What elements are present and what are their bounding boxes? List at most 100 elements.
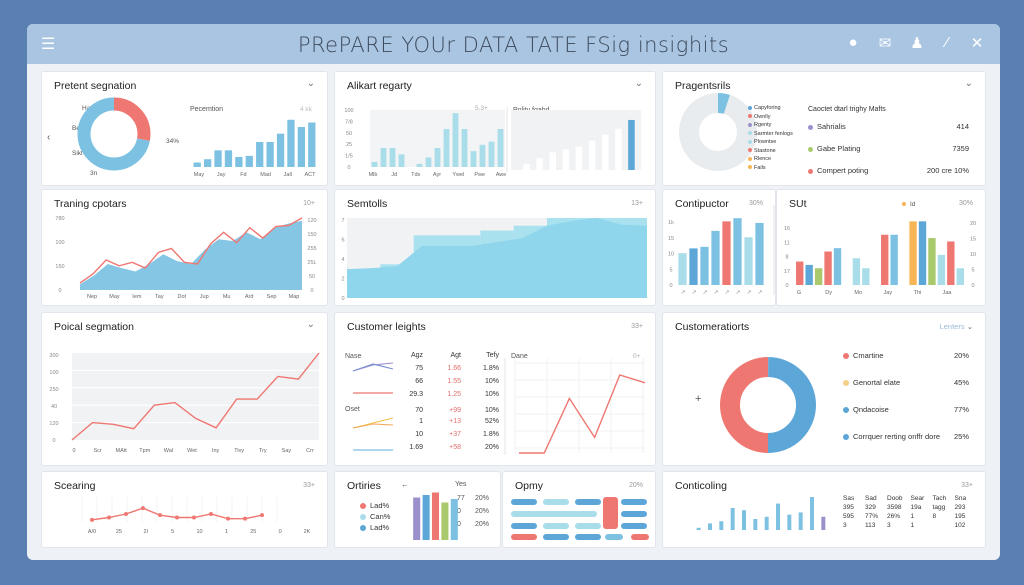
panel-pretent-segnation: Pretent segnation ⌄ Hanj Ben Sikl 3n 34%… — [42, 72, 327, 185]
legend-item: Rgenty — [748, 122, 771, 128]
panel-ortiries: Ortiries ← Lad% Can% Lad% Yes 77 20% 0 20% 0 20… — [335, 472, 500, 547]
bar — [821, 516, 826, 530]
series-line — [79, 217, 303, 284]
table-cell: Sas — [843, 495, 855, 502]
table-cell: 102 — [954, 522, 966, 529]
bar — [214, 150, 222, 167]
y-tick-label: 300 — [49, 353, 58, 359]
x-tick-label: Jup — [200, 294, 209, 300]
stat-value: 200 cre 10% — [926, 166, 969, 175]
bar — [235, 157, 243, 167]
x-tick-label: Mo — [854, 290, 862, 296]
y-tick-label: 100 — [49, 370, 58, 376]
y-tick-label: 5 — [669, 267, 672, 273]
highlight-bar — [603, 497, 618, 529]
x-tick-label: Awe — [496, 172, 507, 178]
chevron-down-icon[interactable]: ⌄ — [306, 78, 315, 89]
x-tick-label: Try — [259, 448, 267, 454]
contipuctor-bar-chart: 1k 15 10 5 0 ↗ ↗ ↗ ↗ ↗ ↗ ↗ ↗ — [668, 205, 775, 296]
chevron-down-icon[interactable]: ⌄ — [634, 78, 643, 89]
poical-line-chart: 300 100 250 40 120 0 0 Scr MAtt Tpm Wal Wet Iny Tivy T… — [49, 352, 320, 454]
y-tick-label: 0 — [58, 288, 61, 294]
x-tick-label: Ayr — [433, 172, 441, 178]
arrow-left-icon[interactable]: ← — [401, 480, 409, 489]
bar — [380, 148, 387, 167]
data-point — [107, 515, 111, 520]
bar — [413, 497, 421, 540]
donut-slice — [77, 97, 151, 171]
table-cell: 77 — [457, 495, 465, 502]
y-tick-label: 0 — [347, 165, 350, 171]
chevron-left-icon[interactable]: ‹ — [47, 132, 51, 143]
table-cell: 10% — [484, 378, 499, 385]
x-tick-label: Mlb — [369, 172, 378, 178]
chart-note: 13+ — [631, 200, 643, 207]
x-tick-label: ↗ — [702, 290, 707, 296]
panel-contipuctor: Contipuctor 30% 1k 15 10 5 0 ↗ ↗ ↗ ↗ ↗ ↗ ↗ ↗ — [663, 190, 775, 305]
x-tick-label: 25 — [250, 529, 256, 535]
table-cell: 1.8% — [483, 365, 499, 372]
table-cell: 595 — [843, 513, 854, 520]
plus-icon[interactable]: + — [695, 393, 702, 405]
mail-icon[interactable]: ✉ — [878, 35, 892, 52]
bar — [245, 155, 253, 167]
legend-item: Plowntse — [748, 139, 776, 145]
panel-title: Scearing — [54, 480, 96, 492]
sub-bar — [628, 119, 635, 170]
insights-charts — [352, 358, 646, 455]
pill-bar — [621, 499, 647, 505]
table-row: 3 113 3 1 102 — [839, 521, 973, 530]
data-point — [226, 516, 230, 521]
data-point — [243, 516, 247, 521]
bar — [753, 519, 758, 530]
x-tick-label: MAtt — [116, 448, 128, 454]
table-cell: 10 — [415, 431, 423, 438]
chart-note: 0+ — [633, 353, 641, 360]
y-tick-label: 1k — [668, 220, 674, 226]
bar — [755, 222, 764, 285]
table-cell: 329 — [865, 504, 876, 511]
table-row: 1.69 +58 20% — [397, 441, 503, 454]
panel-title: Traning cpotars — [54, 198, 127, 210]
sub-bar — [523, 164, 530, 170]
table-row: Sas Sad Doob Sear Tach Sna — [839, 494, 973, 503]
y-tick-label: 150 — [307, 232, 316, 238]
bar — [398, 154, 405, 167]
panel-title: SUt — [789, 198, 807, 210]
bar — [776, 503, 780, 530]
pill-bar — [631, 534, 649, 540]
legend-label: Plowntse — [754, 139, 777, 145]
y-tick-label: 100 — [344, 108, 353, 114]
x-tick-label: Crr — [306, 448, 314, 454]
x-tick-label: 2I — [143, 529, 148, 535]
bar — [722, 221, 731, 285]
chevron-down-icon[interactable]: ⌄ — [964, 78, 973, 89]
table-cell: 113 — [865, 522, 876, 529]
opmy-pill-chart — [511, 497, 649, 540]
pill-bar — [621, 523, 647, 529]
sparkline — [352, 363, 394, 372]
data-point — [124, 512, 128, 516]
series-area — [80, 220, 302, 290]
bar — [443, 129, 450, 167]
facebook-icon[interactable]: ● — [848, 34, 858, 51]
x-tick-label: Jaa — [943, 290, 953, 296]
table-cell: 293 — [954, 504, 966, 511]
chart-note: 33+ — [303, 482, 315, 489]
bar — [730, 508, 735, 530]
menu-icon[interactable]: ☰ — [41, 36, 56, 53]
panel-customeratiorts: Customeratiorts Lenters ⌄ + Cmartine 20% G… — [663, 313, 985, 465]
y-tick-label: 0 — [669, 283, 672, 289]
panel-title: Alikart regarty — [347, 80, 412, 92]
x-tick-label: Ywel — [452, 172, 464, 178]
stat-value: 414 — [956, 122, 969, 131]
chevron-down-icon[interactable]: ⌄ — [306, 319, 315, 330]
y-tick-label: 1/5 — [345, 154, 353, 160]
edit-icon[interactable]: ⁄ — [945, 34, 949, 51]
legend-item: Ownlly — [748, 114, 771, 120]
sub-bar — [562, 149, 570, 170]
close-icon[interactable]: ✕ — [970, 35, 984, 52]
data-point — [158, 513, 162, 518]
lenters-dropdown[interactable]: Lenters ⌄ — [940, 322, 973, 331]
user-icon[interactable]: ♟ — [910, 35, 924, 52]
